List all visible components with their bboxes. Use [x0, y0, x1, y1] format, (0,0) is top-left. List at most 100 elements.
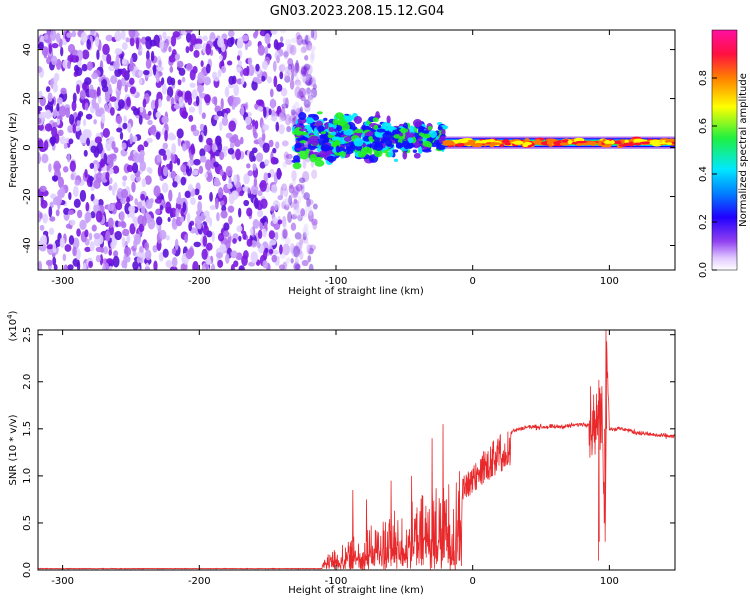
noise-cell [100, 113, 106, 124]
noise-cell [128, 155, 133, 161]
noise-cell [113, 250, 119, 258]
signal-peak-cell [464, 142, 474, 146]
noise-cell [197, 194, 203, 201]
noise-cell [88, 232, 93, 241]
signal-cell [298, 112, 307, 121]
noise-cell [129, 36, 135, 47]
noise-cell [282, 243, 290, 256]
noise-cell [172, 30, 181, 38]
signal-cell [386, 115, 391, 124]
signal-cell [309, 154, 317, 163]
noise-cell [159, 39, 164, 50]
signal-cell [422, 149, 432, 153]
noise-cell [75, 67, 83, 77]
noise-cell [220, 210, 228, 219]
noise-cell [195, 95, 200, 106]
noise-cell [288, 184, 295, 194]
noise-cell [293, 245, 300, 258]
noise-cell [170, 35, 177, 47]
noise-cell [255, 63, 260, 72]
noise-cell [139, 106, 144, 113]
noise-cell [298, 248, 302, 255]
signal-cell [379, 140, 385, 144]
noise-cell [237, 60, 243, 66]
noise-cell [168, 189, 173, 202]
noise-cell [121, 42, 128, 50]
signal-cell [360, 147, 368, 156]
noise-cell [249, 150, 255, 163]
signal-peak-cell [454, 143, 465, 147]
noise-cell [298, 177, 306, 184]
noise-cell [192, 261, 199, 270]
noise-cell [134, 198, 138, 206]
noise-cell [123, 115, 127, 123]
signal-peak-cell [661, 141, 667, 145]
signal-peak-cell [665, 142, 673, 145]
signal-cell [348, 144, 356, 152]
noise-cell [295, 242, 302, 252]
noise-cell [241, 34, 249, 42]
signal-peak-cell [442, 142, 452, 146]
noise-cell [122, 180, 126, 187]
noise-cell [58, 105, 67, 117]
noise-cell [251, 119, 256, 128]
noise-cell [294, 263, 301, 270]
noise-cell [299, 237, 304, 246]
noise-cell [67, 264, 74, 270]
noise-cell [289, 243, 295, 254]
noise-cell [204, 94, 211, 104]
noise-cell [271, 254, 278, 263]
noise-cell [290, 73, 295, 81]
noise-cell [287, 69, 293, 76]
noise-cell [137, 249, 145, 258]
noise-cell [38, 152, 41, 164]
noise-cell [182, 111, 189, 117]
noise-cell [216, 110, 223, 117]
noise-cell [162, 142, 169, 150]
noise-cell [311, 218, 318, 226]
noise-cell [62, 253, 67, 262]
noise-cell [286, 125, 292, 133]
noise-cell [164, 129, 168, 142]
noise-cell [276, 55, 280, 64]
noise-cell [215, 197, 219, 210]
signal-cell [366, 131, 374, 137]
snr-y-ticks: 0.0 0.5 1.0 1.5 2.0 2.5 [22, 327, 675, 578]
colorbar-label: Normalized spectral amplitude [738, 73, 749, 227]
noise-cell [301, 259, 309, 267]
noise-cell [219, 169, 224, 177]
noise-cell [167, 216, 171, 223]
noise-cell [112, 165, 120, 174]
noise-cell [74, 179, 81, 186]
noise-cell [200, 60, 204, 68]
noise-cell [297, 90, 304, 100]
noise-cell [140, 205, 146, 215]
noise-cell [91, 72, 99, 80]
noise-cell [201, 248, 208, 260]
signal-cell [413, 152, 421, 159]
noise-cell [300, 95, 306, 102]
noise-cell [170, 170, 177, 178]
noise-cell [294, 79, 301, 86]
signal-peak-cell [524, 138, 530, 142]
noise-cell [269, 88, 274, 98]
noise-cell [236, 66, 242, 72]
noise-cell [85, 201, 90, 212]
spectrogram-y-tick-label: 40 [22, 43, 33, 56]
noise-cell [282, 261, 287, 270]
noise-cell [84, 102, 89, 111]
noise-cell [130, 173, 136, 182]
noise-cell [294, 232, 302, 240]
noise-cell [250, 184, 259, 195]
noise-cell [205, 43, 212, 56]
noise-cell [293, 262, 300, 270]
noise-cell [227, 96, 234, 105]
noise-cell [48, 42, 53, 55]
noise-cell [280, 235, 287, 241]
noise-cell [231, 190, 239, 201]
noise-cell [155, 72, 160, 83]
noise-cell [93, 163, 98, 173]
noise-cell [76, 84, 81, 95]
noise-cell [297, 195, 302, 204]
noise-cell [69, 160, 76, 172]
